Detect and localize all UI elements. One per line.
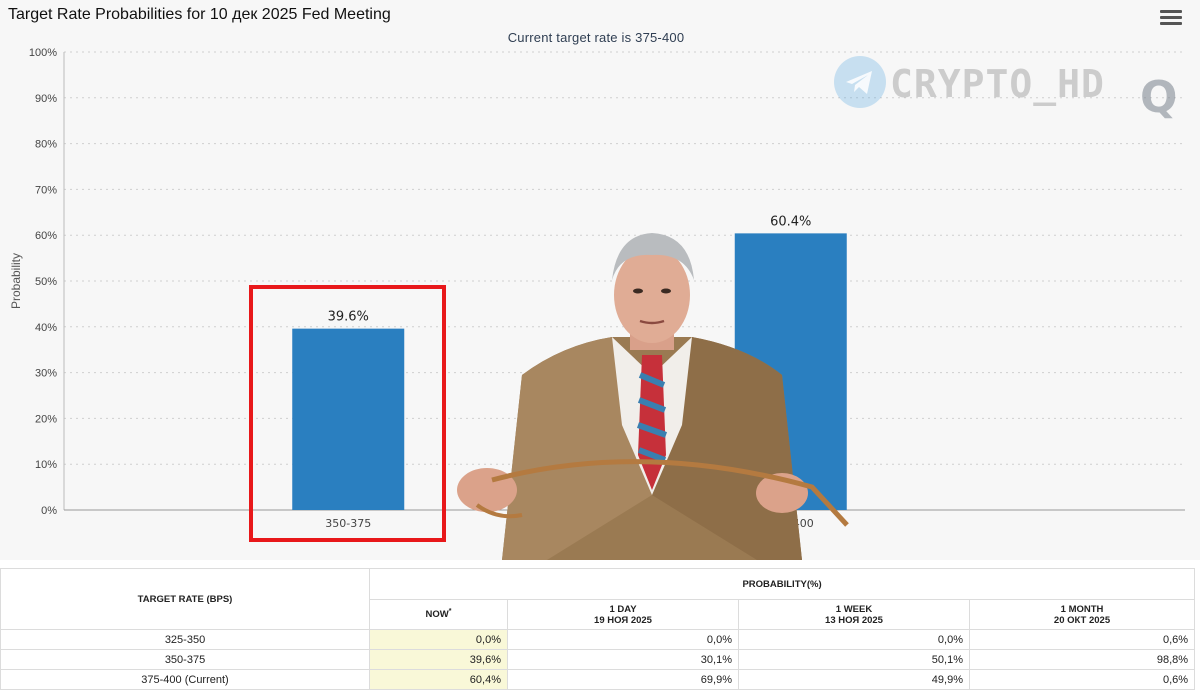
- overlay-person-photo: [457, 233, 849, 560]
- y-tick-label: 60%: [35, 230, 57, 242]
- watermark: CRYPTO_HD: [834, 56, 1124, 116]
- y-tick-label: 80%: [35, 139, 57, 151]
- chart-subtitle: Current target rate is 375-400: [507, 30, 685, 45]
- bar-350-375: [292, 328, 405, 510]
- one-day-value-cell: 69,9%: [507, 669, 739, 690]
- one-week-value-cell: 50,1%: [738, 649, 970, 670]
- y-tick-label: 40%: [35, 322, 57, 334]
- probability-table: TARGET RATE (BPS) PROBABILITY(%) NOW* 1 …: [0, 568, 1196, 690]
- telegram-logo-icon: [834, 56, 886, 108]
- watermark-corner-logo: Q: [1140, 72, 1178, 123]
- watermark-text: CRYPTO_HD: [890, 62, 1105, 106]
- bar-data-label: 39.6%: [328, 310, 369, 325]
- one-month-value-cell: 98,8%: [968, 649, 1196, 670]
- table-row: 325-350 0,0% 0,0% 0,0% 0,6%: [0, 629, 1196, 650]
- table-row: 375-400 (Current) 60,4% 69,9% 49,9% 0,6%: [0, 669, 1196, 690]
- now-value-cell: 60,4%: [369, 669, 508, 690]
- highlight-frame: [249, 285, 446, 542]
- rate-cell: 325-350: [0, 629, 370, 650]
- chart-title: Target Rate Probabilities for 10 дек 202…: [8, 6, 391, 23]
- one-month-value-cell: 0,6%: [968, 669, 1196, 690]
- column-header-1-day: 1 DAY 19 НОЯ 2025: [507, 599, 739, 630]
- rate-cell: 350-375: [0, 649, 370, 670]
- table-row: 350-375 39,6% 30,1% 50,1% 98,8%: [0, 649, 1196, 670]
- one-week-value-cell: 49,9%: [738, 669, 970, 690]
- now-value-cell: 0,0%: [369, 629, 508, 650]
- y-tick-label: 20%: [35, 413, 57, 425]
- y-tick-label: 70%: [35, 184, 57, 196]
- one-month-value-cell: 0,6%: [968, 629, 1196, 650]
- probability-header: PROBABILITY(%): [368, 568, 1196, 600]
- rate-cell: 375-400 (Current): [0, 669, 370, 690]
- y-tick-label: 50%: [35, 276, 57, 288]
- chart-panel: Target Rate Probabilities for 10 дек 202…: [8, 6, 1185, 560]
- y-tick-label: 0%: [41, 505, 57, 517]
- column-header-now: NOW*: [369, 599, 508, 630]
- bar-data-label: 60.4%: [770, 214, 811, 229]
- now-value-cell: 39,6%: [369, 649, 508, 670]
- column-header-1-month: 1 MONTH 20 ОКТ 2025: [968, 599, 1196, 630]
- y-tick-label: 100%: [29, 47, 57, 59]
- column-header-1-week: 1 WEEK 13 НОЯ 2025: [738, 599, 970, 630]
- one-day-value-cell: 30,1%: [507, 649, 739, 670]
- one-week-value-cell: 0,0%: [738, 629, 970, 650]
- y-tick-label: 10%: [35, 459, 57, 471]
- target-rate-header: TARGET RATE (BPS): [0, 568, 370, 630]
- x-tick-label: 350-375: [325, 517, 371, 530]
- y-axis-label: Probability: [9, 253, 23, 309]
- y-tick-label: 30%: [35, 368, 57, 380]
- y-tick-label: 90%: [35, 93, 57, 105]
- one-day-value-cell: 0,0%: [507, 629, 739, 650]
- chart-menu-icon[interactable]: [1160, 10, 1182, 28]
